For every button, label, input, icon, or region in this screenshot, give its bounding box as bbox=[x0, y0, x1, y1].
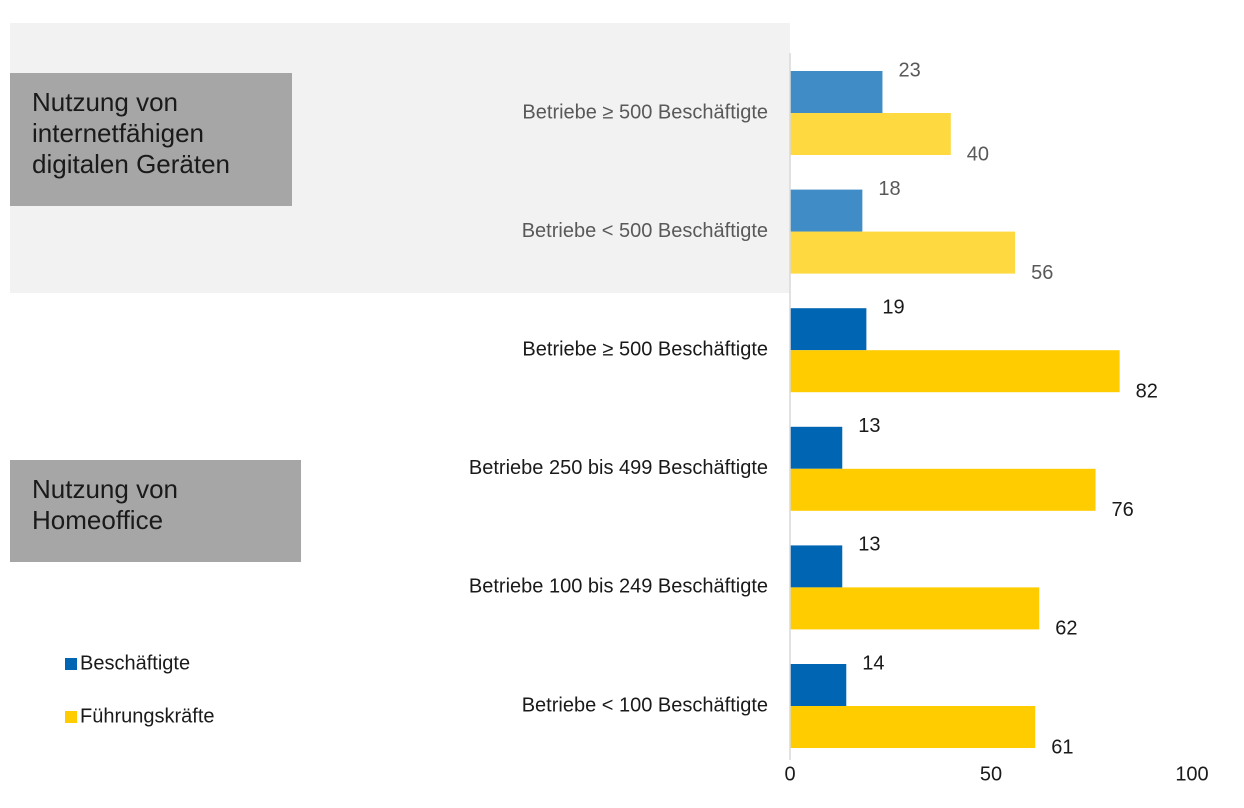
value-label: 13 bbox=[858, 415, 880, 437]
bar bbox=[790, 545, 843, 588]
bar bbox=[790, 231, 1016, 274]
legend-swatch bbox=[65, 658, 77, 670]
y-tick-label: Betriebe < 100 Beschäftigte bbox=[522, 694, 768, 716]
x-tick-label: 50 bbox=[980, 763, 1002, 785]
bar bbox=[790, 189, 863, 232]
bar bbox=[790, 308, 867, 351]
y-tick-label: Betriebe ≥ 500 Beschäftigte bbox=[522, 338, 768, 360]
x-tick-label: 100 bbox=[1175, 763, 1208, 785]
legend-swatch bbox=[65, 711, 77, 723]
value-label: 18 bbox=[878, 178, 900, 200]
bar bbox=[790, 706, 1036, 748]
bar bbox=[790, 426, 843, 469]
y-tick-label: Betriebe 100 bis 249 Beschäftigte bbox=[469, 576, 768, 598]
value-label: 23 bbox=[898, 59, 920, 81]
bar bbox=[790, 350, 1120, 393]
bar bbox=[790, 468, 1096, 511]
value-label: 56 bbox=[1031, 262, 1053, 284]
x-tick-label: 0 bbox=[784, 763, 795, 785]
y-tick-label: Betriebe 250 bis 499 Beschäftigte bbox=[469, 457, 768, 479]
y-tick-label: Betriebe ≥ 500 Beschäftigte bbox=[522, 101, 768, 123]
bar bbox=[790, 587, 1040, 630]
value-label: 62 bbox=[1055, 618, 1077, 640]
bar bbox=[790, 113, 951, 155]
value-label: 61 bbox=[1051, 736, 1073, 758]
bar bbox=[790, 71, 883, 113]
group-label: Nutzung von Homeoffice bbox=[10, 460, 301, 562]
group-label: Nutzung von internetfähigen digitalen Ge… bbox=[10, 73, 292, 206]
legend-label: Beschäftigte bbox=[80, 652, 190, 674]
value-label: 40 bbox=[967, 143, 989, 165]
y-tick-label: Betriebe < 500 Beschäftigte bbox=[522, 220, 768, 242]
legend-label: Führungskräfte bbox=[80, 705, 215, 727]
value-label: 13 bbox=[858, 534, 880, 556]
value-label: 19 bbox=[882, 296, 904, 318]
value-label: 82 bbox=[1136, 380, 1158, 402]
bar bbox=[790, 664, 847, 706]
value-label: 14 bbox=[862, 652, 884, 674]
value-label: 76 bbox=[1112, 499, 1134, 521]
